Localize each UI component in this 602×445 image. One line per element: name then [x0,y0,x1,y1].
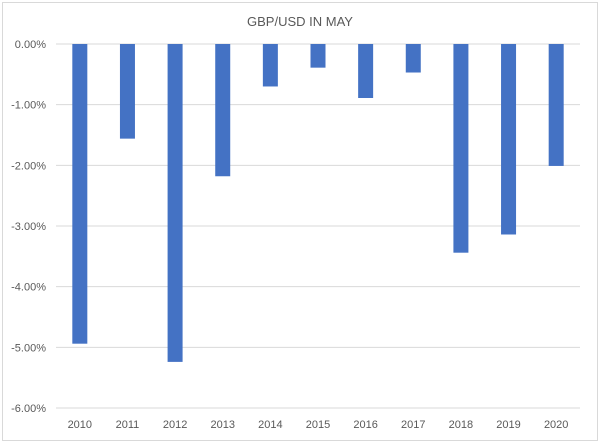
y-tick-label: -4.00% [11,282,46,294]
y-axis-ticks: 0.00% -1.00% -2.00% -3.00% -4.00% -5.00% -6.00… [11,39,46,415]
bar-2015 [310,44,326,68]
gridlines [56,43,580,409]
y-tick-label: -1.00% [11,100,46,112]
bar-2011 [119,44,135,139]
x-tick-label: 2015 [306,419,330,431]
y-tick-label: -6.00% [11,403,46,415]
bar-2016 [358,44,374,98]
x-tick-label: 2017 [401,419,425,431]
x-tick-label: 2019 [496,419,520,431]
x-axis-ticks: 2010 2011 2012 2013 2014 2015 2016 2017 2018 2019… [68,419,569,431]
x-tick-label: 2011 [116,419,140,431]
chart-frame [2,2,598,441]
x-tick-label: 2014 [258,419,282,431]
bar-2012 [167,44,183,362]
y-tick-label: -2.00% [11,160,46,172]
chart-title: GBP/USD IN MAY [247,14,353,29]
x-tick-label: 2013 [210,419,234,431]
y-tick-label: -5.00% [11,342,46,354]
y-tick-label: -3.00% [11,221,46,233]
x-tick-label: 2012 [163,419,187,431]
x-tick-label: 2016 [353,419,377,431]
bar-2018 [453,44,469,253]
bar-2014 [262,44,278,87]
x-tick-label: 2010 [68,419,92,431]
y-tick-label: 0.00% [15,39,46,51]
bar-2017 [405,44,421,73]
bar-2020 [548,44,564,166]
bars [72,44,564,362]
bar-2010 [72,44,88,344]
x-tick-label: 2020 [544,419,568,431]
bar-2019 [501,44,517,235]
x-tick-label: 2018 [449,419,473,431]
bar-2013 [215,44,231,177]
